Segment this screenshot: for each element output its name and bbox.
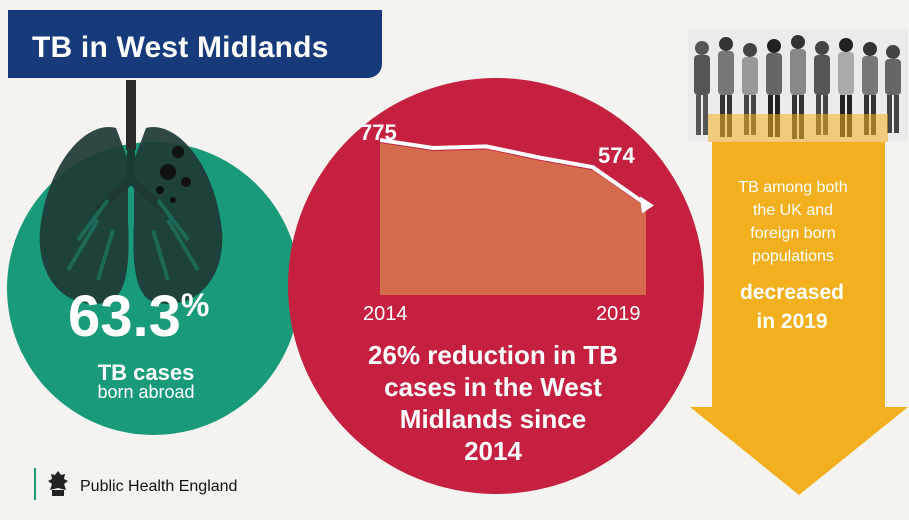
organisation-name: Public Health England xyxy=(80,478,238,495)
reduction-text-line2: cases in the West xyxy=(384,372,602,402)
born-abroad-label: born abroad xyxy=(97,382,195,402)
percent-sign: % xyxy=(180,287,210,323)
reduction-text-line3: Midlands since xyxy=(399,404,587,434)
arrow-bold-line1: decreased xyxy=(740,281,844,304)
arrow-bold-line2: in 2019 xyxy=(756,310,828,333)
arrow-text-line4: populations xyxy=(752,248,834,265)
reduction-text-line1: 26% reduction in TB xyxy=(368,340,618,370)
tb-cases-area-chart xyxy=(380,138,654,295)
arrow-text-line1: TB among both xyxy=(738,179,848,196)
royal-crest-icon xyxy=(48,471,68,496)
trend-arrowhead xyxy=(640,196,654,214)
reduction-text-line4: 2014 xyxy=(464,436,522,466)
arrow-text-line3: foreign born xyxy=(750,225,836,242)
arrow-text-line2: the UK and xyxy=(752,202,834,219)
tb-cases-label: TB cases xyxy=(97,360,195,385)
percentage-number: 63.3 xyxy=(68,284,181,349)
start-value-label: 775 xyxy=(360,120,397,145)
page-title: TB in West Midlands xyxy=(32,31,329,64)
end-value-label: 574 xyxy=(598,143,635,168)
trend-line xyxy=(380,138,648,206)
footer-divider xyxy=(34,468,36,500)
start-year-label: 2014 xyxy=(363,303,408,325)
crowd-photo xyxy=(688,30,908,142)
end-year-label: 2019 xyxy=(596,303,641,325)
title-banner: TB in West Midlands xyxy=(8,10,382,78)
area-fill xyxy=(380,143,646,295)
lungs-icon xyxy=(39,80,223,304)
percentage-value: 63.3% xyxy=(68,288,209,346)
